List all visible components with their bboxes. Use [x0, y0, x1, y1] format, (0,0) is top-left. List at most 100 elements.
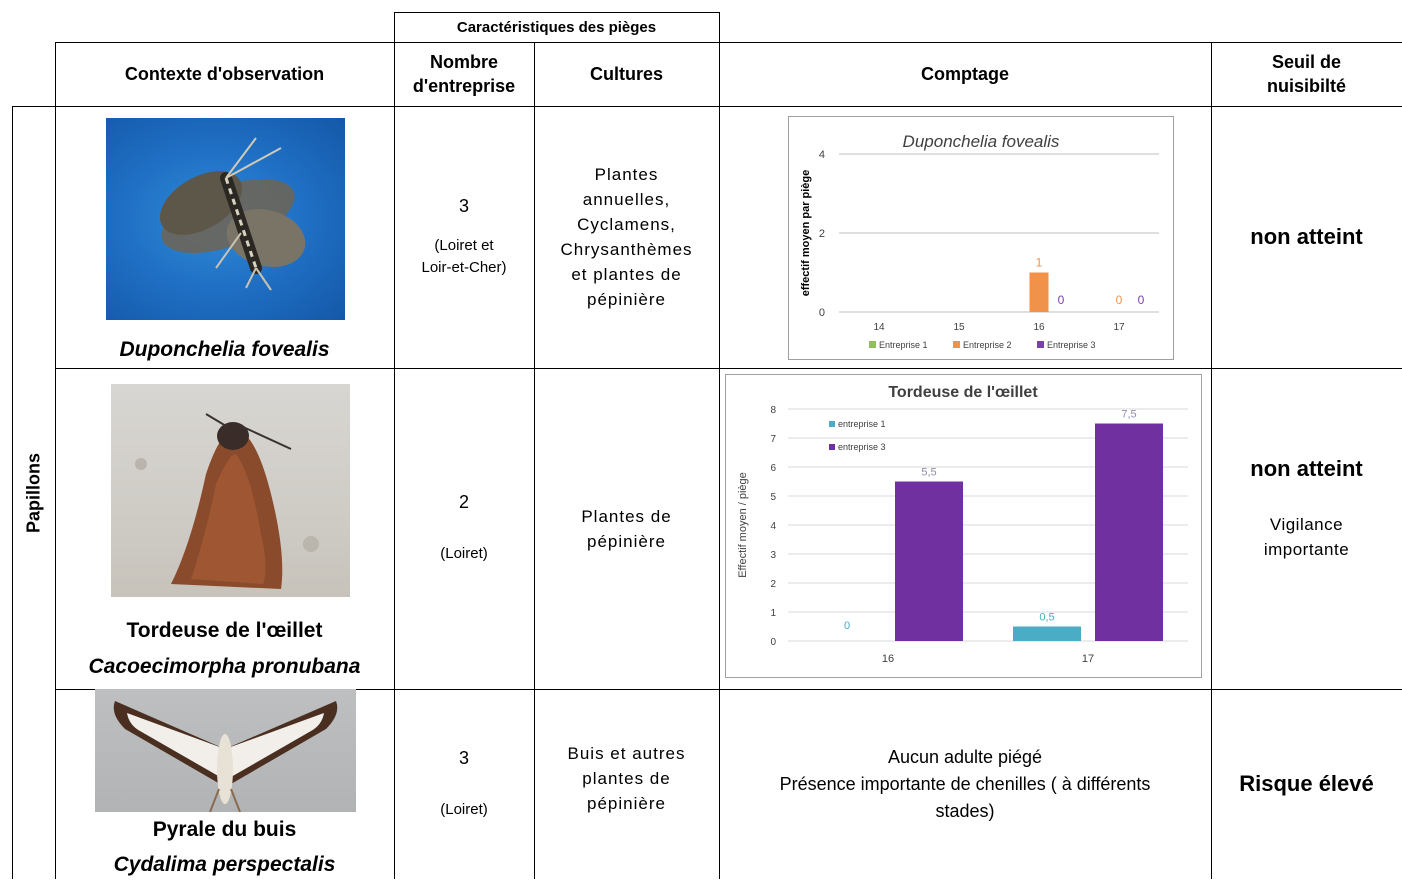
company-count-column-header: Nombre d'entreprise — [394, 42, 534, 106]
data-label: 1 — [1036, 256, 1043, 270]
tordeuse-count-detail: (Loiret) — [440, 545, 488, 562]
tordeuse-common-name: Tordeuse de l'œillet — [126, 619, 323, 642]
tordeuse-threshold: non atteint Vigilance importante — [1211, 368, 1402, 689]
legend-swatch — [1037, 341, 1044, 348]
tordeuse-latin-name: Cacoecimorpha pronubana — [88, 655, 361, 678]
x-tick-label: 17 — [1082, 653, 1094, 665]
legend-label: entreprise 1 — [838, 419, 886, 429]
pyrale-count-value: 3 — [458, 747, 469, 768]
x-tick-label: 16 — [882, 653, 894, 665]
y-tick-label: 7 — [770, 434, 776, 445]
bar — [1095, 423, 1163, 641]
chart-title: Duponchelia fovealis — [903, 132, 1060, 151]
legend-label: entreprise 3 — [838, 442, 886, 452]
pyrale-counting-line1: Aucun adulte piégé — [887, 746, 1043, 767]
tordeuse-threshold-note-1: Vigilance — [1269, 514, 1344, 534]
duponchelia-latin-name: Duponchelia fovealis — [119, 338, 330, 361]
y-tick-label: 4 — [770, 521, 776, 532]
duponchelia-chart-svg: Duponchelia fovealis 0 2 4 effectif moyen pa… — [800, 132, 1159, 350]
duponchelia-crop-line: Chrysanthèmes — [560, 240, 693, 259]
y-tick-label: 2 — [770, 579, 776, 590]
pyrale-count-detail: (Loiret) — [440, 800, 488, 818]
tordeuse-photo — [111, 384, 350, 597]
y-axis-label: effectif moyen par piège — [800, 170, 812, 297]
category-label: Papillons — [12, 106, 55, 879]
x-tick-label: 16 — [1033, 322, 1045, 333]
bar — [895, 481, 963, 641]
crops-column-header: Cultures — [589, 64, 663, 84]
pyrale-name: Pyrale du buis Cydalima perspectalis — [55, 812, 394, 882]
pyrale-common-name: Pyrale du buis — [152, 818, 297, 841]
data-label: 7,5 — [1121, 409, 1136, 421]
pyrale-latin-name: Cydalima perspectalis — [113, 853, 336, 876]
context-column-header: Contexte d'observation — [124, 64, 325, 84]
y-tick-label: 8 — [770, 405, 776, 416]
duponchelia-crop-line: pépinière — [587, 290, 666, 309]
y-tick-label: 0 — [819, 307, 825, 319]
duponchelia-company-count: 3 (Loiret et Loir-et-Cher) — [394, 106, 534, 368]
duponchelia-crop-line: Cyclamens, — [577, 215, 676, 234]
pyrale-crop-line: Buis et autres — [567, 744, 686, 763]
pyrale-counting: Aucun adulte piégé Présence importante d… — [719, 689, 1211, 879]
duponchelia-chart: Duponchelia fovealis 0 2 4 effectif moyen pa… — [788, 116, 1174, 360]
tordeuse-count-value: 2 — [458, 492, 469, 512]
y-tick-label: 5 — [770, 492, 776, 503]
pyrale-company-count: 3 (Loiret) — [394, 689, 534, 879]
tordeuse-name: Tordeuse de l'œillet Cacoecimorpha pronu… — [55, 612, 394, 686]
chart-title: Tordeuse de l'œillet — [888, 384, 1038, 401]
y-tick-label: 6 — [770, 463, 776, 474]
pyrale-photo — [95, 689, 356, 812]
tordeuse-crop-line: pépinière — [587, 531, 666, 551]
tordeuse-chart-svg: Tordeuse de l'œillet 0 1 2 3 4 5 6 7 8 Effectif mo… — [737, 384, 1188, 665]
data-label: 0,5 — [1039, 612, 1054, 624]
data-label: 0 — [1116, 293, 1123, 307]
legend-label: Entreprise 1 — [879, 340, 928, 350]
threshold-column-header: Seuil de nuisibilté — [1211, 42, 1402, 106]
duponchelia-count-detail-1: (Loiret et — [434, 236, 494, 254]
data-label: 0 — [1058, 293, 1065, 307]
tordeuse-crop-line: Plantes de — [581, 506, 672, 526]
company-count-header-line2: d'entreprise — [412, 76, 516, 96]
company-count-header-line1: Nombre — [429, 52, 498, 72]
legend-swatch — [869, 341, 876, 348]
traps-characteristics-header: Caractéristiques des pièges — [456, 18, 657, 36]
threshold-header-line2: nuisibilté — [1266, 76, 1346, 96]
counting-column-header: Comptage — [920, 64, 1009, 84]
duponchelia-crop-line: et plantes de — [571, 265, 682, 284]
pyrale-crops: Buis et autres plantes de pépinière — [534, 689, 719, 879]
pyrale-crop-line: plantes de — [582, 769, 671, 788]
legend-swatch — [829, 421, 835, 427]
tordeuse-threshold-value: non atteint — [1250, 455, 1363, 481]
y-tick-label: 4 — [819, 149, 825, 161]
pyrale-counting-line2: Présence importante de chenilles ( à dif… — [779, 773, 1151, 794]
duponchelia-count-detail-2: Loir-et-Cher) — [421, 258, 507, 276]
x-tick-label: 15 — [953, 322, 965, 333]
y-tick-label: 2 — [819, 228, 825, 240]
duponchelia-threshold: non atteint — [1250, 224, 1363, 249]
tordeuse-company-count: 2 (Loiret) — [394, 368, 534, 689]
pyrale-threshold: Risque élevé — [1239, 771, 1374, 796]
bar — [1029, 272, 1049, 312]
data-label: 0 — [844, 620, 850, 632]
y-tick-label: 0 — [770, 637, 776, 648]
x-tick-label: 14 — [873, 322, 885, 333]
category-label-text: Papillons — [23, 452, 43, 533]
data-label: 0 — [1138, 293, 1145, 307]
tordeuse-threshold-note-2: importante — [1263, 539, 1350, 559]
duponchelia-crops: Plantes annuelles, Cyclamens, Chrysanthè… — [534, 106, 719, 368]
duponchelia-crop-line: Plantes — [594, 165, 659, 184]
y-tick-label: 3 — [770, 550, 776, 561]
threshold-header-line1: Seuil de — [1271, 52, 1342, 72]
duponchelia-name: Duponchelia fovealis — [55, 334, 394, 366]
data-label: 5,5 — [921, 467, 936, 479]
x-tick-label: 17 — [1113, 322, 1125, 333]
bar — [1013, 626, 1081, 641]
duponchelia-count-value: 3 — [458, 195, 469, 216]
duponchelia-photo — [106, 118, 345, 320]
pyrale-crop-line: pépinière — [587, 794, 666, 813]
tordeuse-crops: Plantes de pépinière — [534, 368, 719, 689]
tordeuse-chart: Tordeuse de l'œillet 0 1 2 3 4 5 6 7 8 Effectif mo… — [725, 374, 1202, 678]
y-tick-label: 1 — [770, 608, 776, 619]
y-axis-label: Effectif moyen / piège — [737, 472, 749, 578]
legend-label: Entreprise 2 — [963, 340, 1012, 350]
